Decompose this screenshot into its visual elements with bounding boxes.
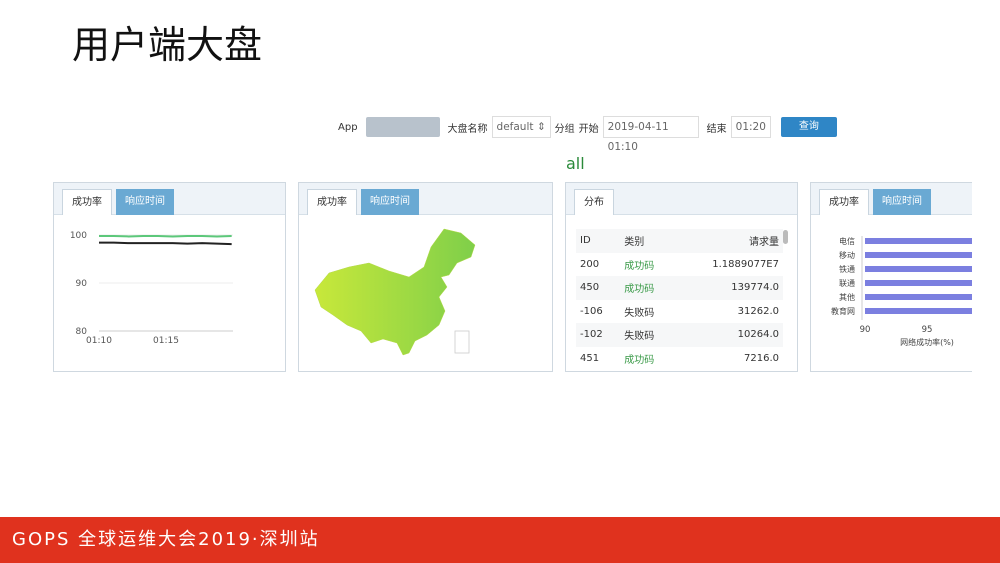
footer-banner: GOPS 全球运维大会2019·深圳站 [0, 517, 1000, 563]
table-row: 451 成功码 7216.0 [580, 352, 779, 366]
tab-success-rate[interactable]: 成功率 [819, 189, 869, 215]
tab-response-time[interactable]: 响应时间 [873, 189, 931, 215]
filter-form: App 大盘名称 default ⇕ 分组 开始 2019-04-11 01:1… [338, 116, 837, 153]
end-label: 结束 [706, 123, 727, 135]
scrollbar[interactable] [783, 230, 788, 244]
tab-response-time[interactable]: 响应时间 [116, 189, 174, 215]
dashboard-select[interactable]: default ⇕ [491, 116, 551, 138]
table-row: -106 失败码 31262.0 [580, 305, 779, 319]
series-line [99, 241, 232, 246]
table-row: 200 成功码 1.1889077E7 [580, 258, 779, 272]
dashboard-label: 大盘名称 [447, 123, 488, 135]
x-tick-label: 01:10 [86, 336, 112, 346]
col-id: ID [580, 235, 591, 247]
bar [865, 308, 980, 314]
page-title: 用户端大盘 [72, 23, 263, 67]
success-rate-panel: 成功率 响应时间 100 90 80 01:10 01:15 [53, 182, 286, 372]
bar-category-label: 铁通 [839, 264, 855, 274]
network-panel: 成功率 响应时间 电信移动铁通联通其他教育网 90 95 网络成功率(%) [810, 182, 980, 372]
distribution-panel: 分布 ID 类别 请求量 200 成功码 1.1889077E7 450 成功码 13977… [565, 182, 798, 372]
bar [865, 238, 980, 244]
tab-distribution[interactable]: 分布 [574, 189, 614, 215]
table-header: ID 类别 请求量 [576, 229, 783, 253]
col-type: 类别 [624, 237, 645, 249]
bar [865, 294, 980, 300]
bar-category-label: 电信 [839, 236, 855, 246]
app-input[interactable] [365, 117, 440, 137]
table-row: 450 成功码 139774.0 [576, 276, 783, 300]
end-input[interactable]: 01:20 [730, 116, 771, 138]
start-label: 开始 [578, 123, 599, 135]
distribution-table: ID 类别 请求量 200 成功码 1.1889077E7 450 成功码 139774.0… [576, 229, 783, 370]
south-sea-inset [454, 330, 470, 354]
bar [865, 252, 980, 258]
x-tick-label: 01:15 [153, 336, 179, 346]
tab-success-rate[interactable]: 成功率 [307, 189, 357, 215]
bar-category-label: 联通 [839, 278, 855, 288]
bar-category-label: 移动 [839, 250, 855, 260]
bar-category-label: 教育网 [831, 306, 855, 316]
x-tick-label: 95 [922, 325, 933, 335]
group-title: all [566, 154, 585, 173]
app-label: App [338, 121, 358, 133]
bar [865, 266, 980, 272]
x-axis-label: 网络成功率(%) [900, 337, 954, 347]
tab-success-rate[interactable]: 成功率 [62, 189, 112, 215]
map-panel: 成功率 响应时间 [298, 182, 553, 372]
china-map[interactable] [299, 215, 553, 372]
start-input[interactable]: 2019-04-11 01:10 [602, 116, 699, 153]
y-tick-label: 100 [70, 231, 87, 241]
bar-category-label: 其他 [839, 292, 855, 302]
query-button[interactable]: 查询 [780, 117, 837, 137]
bar [865, 280, 980, 286]
y-tick-label: 90 [76, 279, 88, 289]
map-region [314, 228, 476, 356]
col-count: 请求量 [749, 237, 779, 249]
y-tick-label: 80 [76, 327, 88, 337]
group-label: 分组 [554, 123, 575, 135]
x-tick-label: 90 [860, 325, 871, 335]
tab-response-time[interactable]: 响应时间 [361, 189, 419, 215]
table-row: -102 失败码 10264.0 [576, 323, 783, 347]
